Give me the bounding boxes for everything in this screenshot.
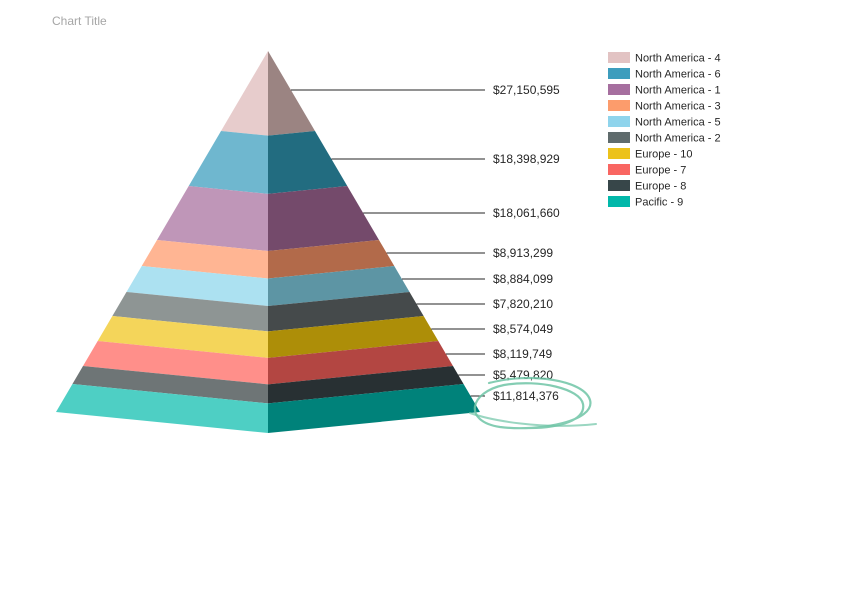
legend-label: North America - 1 bbox=[635, 85, 721, 97]
legend-swatch bbox=[608, 52, 630, 63]
chart-title: Chart Title bbox=[52, 14, 107, 28]
legend-label: North America - 2 bbox=[635, 133, 721, 145]
legend-swatch bbox=[608, 132, 630, 143]
legend-label: Europe - 7 bbox=[635, 165, 686, 177]
pyramid-segment-left bbox=[126, 266, 268, 307]
legend-swatch bbox=[608, 180, 630, 191]
pyramid-segment-left bbox=[56, 384, 268, 433]
data-label: $11,814,376 bbox=[493, 389, 559, 403]
pyramid-segment-left bbox=[221, 51, 268, 136]
pyramid-segment-right bbox=[268, 366, 464, 404]
legend-swatch bbox=[608, 196, 630, 207]
pyramid-segment-right bbox=[268, 266, 410, 307]
pyramid-segment-right bbox=[268, 240, 395, 279]
data-labels: $27,150,595 $18,398,929 $18,061,660 $8,913,… bbox=[290, 83, 560, 403]
legend-swatch bbox=[608, 148, 630, 159]
pyramid-segment-right bbox=[268, 51, 315, 136]
pyramid-segments bbox=[56, 51, 480, 433]
pyramid-segment-right bbox=[268, 131, 348, 194]
highlight-scribble-tail bbox=[469, 412, 597, 427]
data-label: $27,150,595 bbox=[493, 83, 560, 97]
legend-swatch bbox=[608, 100, 630, 111]
pyramid-segment-right bbox=[268, 292, 424, 332]
pyramid-segment-left bbox=[141, 240, 268, 279]
pyramid-segment-right bbox=[268, 384, 480, 433]
legend-swatch bbox=[608, 84, 630, 95]
data-label: $8,119,749 bbox=[493, 347, 552, 361]
pyramid-segment-left bbox=[72, 366, 269, 404]
pyramid-segment-left bbox=[157, 186, 268, 251]
legend-swatch bbox=[608, 116, 630, 127]
legend-label: North America - 4 bbox=[635, 53, 721, 65]
data-label: $7,820,210 bbox=[493, 297, 553, 311]
pyramid-segment-right bbox=[268, 186, 379, 251]
legend-label: North America - 6 bbox=[635, 69, 721, 81]
legend-label: North America - 3 bbox=[635, 101, 721, 113]
legend-label: Europe - 10 bbox=[635, 149, 692, 161]
highlight-scribble bbox=[473, 376, 592, 430]
pyramid-segment-left bbox=[112, 292, 268, 332]
data-label: $8,574,049 bbox=[493, 322, 553, 336]
legend-swatch bbox=[608, 164, 630, 175]
legend-label: Europe - 8 bbox=[635, 181, 686, 193]
pyramid-segment-left bbox=[83, 341, 268, 385]
data-label: $18,398,929 bbox=[493, 152, 560, 166]
data-label: $8,913,299 bbox=[493, 246, 553, 260]
legend: North America - 4 North America - 6 North … bbox=[608, 52, 721, 209]
legend-swatch bbox=[608, 68, 630, 79]
legend-label: Pacific - 9 bbox=[635, 197, 683, 209]
data-label: $8,884,099 bbox=[493, 272, 553, 286]
pyramid-segment-left bbox=[97, 316, 269, 358]
legend-label: North America - 5 bbox=[635, 117, 721, 129]
pyramid-segment-right bbox=[268, 316, 439, 358]
pyramid-segment-right bbox=[268, 341, 453, 385]
data-label: $18,061,660 bbox=[493, 206, 560, 220]
pyramid-segment-left bbox=[188, 131, 268, 194]
